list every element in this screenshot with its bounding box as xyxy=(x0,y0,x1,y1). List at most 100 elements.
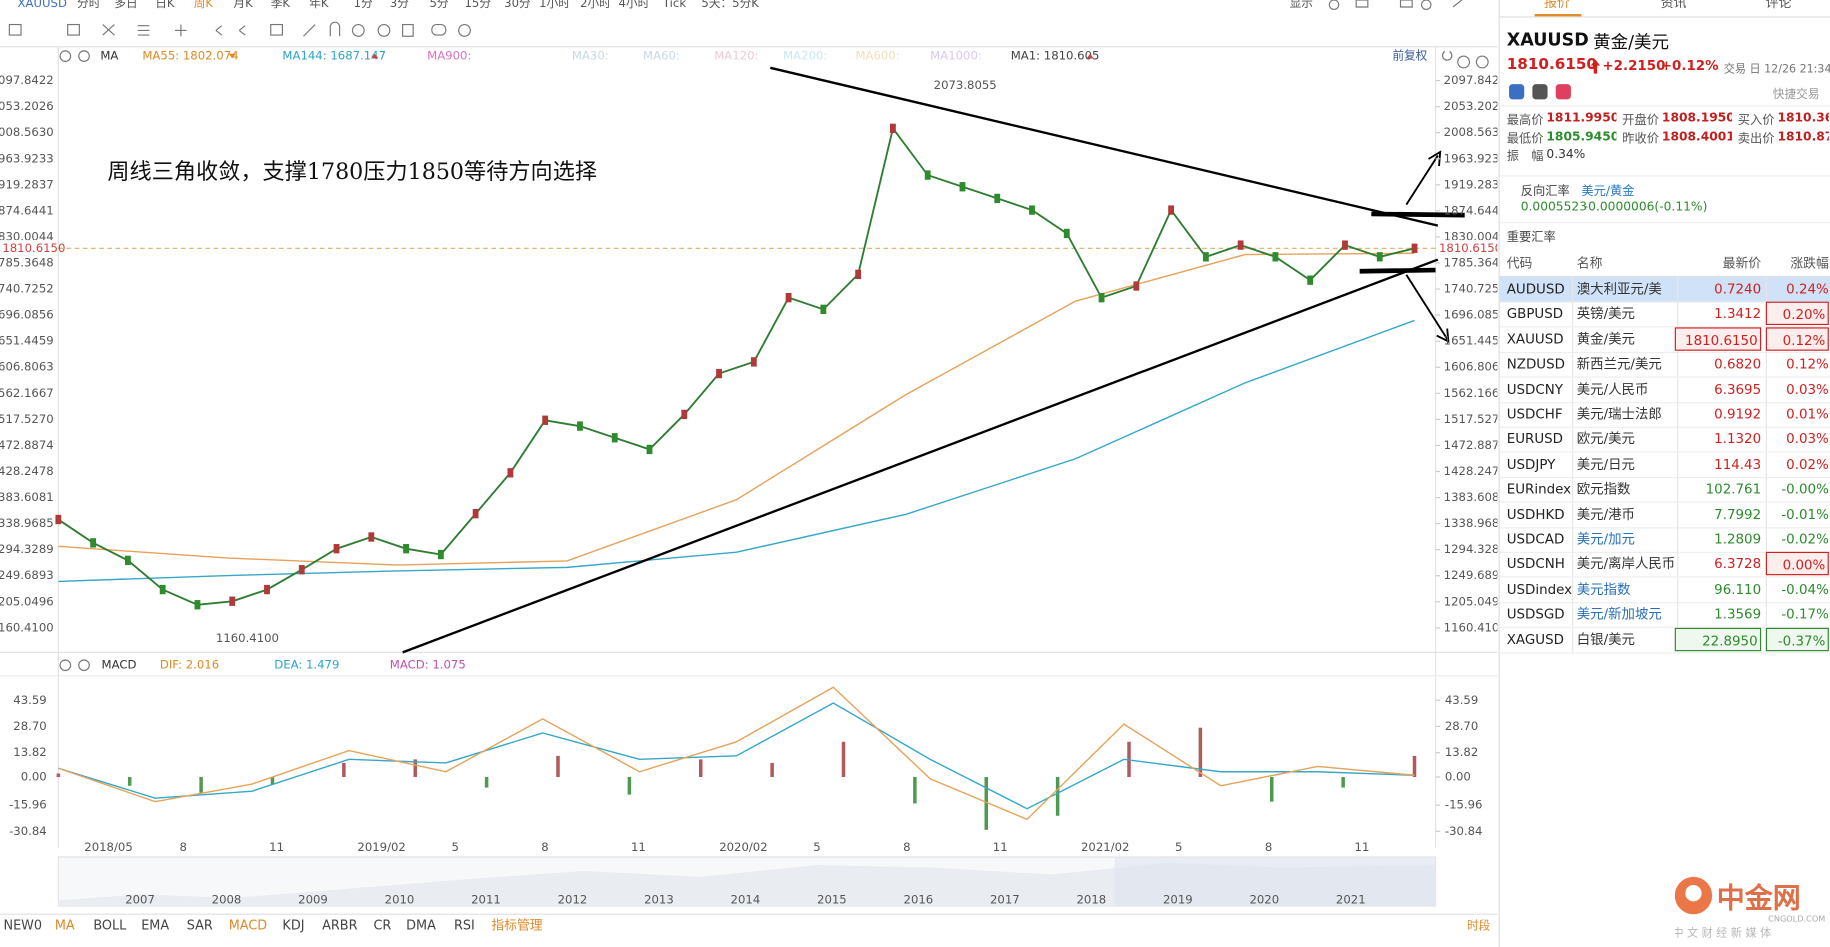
icon[interactable] xyxy=(102,24,115,36)
symbol[interactable]: XAUUSD xyxy=(18,0,67,10)
table-cell[interactable]: 0.12% xyxy=(1765,327,1829,351)
table-cell[interactable]: 6.3695 xyxy=(1714,380,1762,398)
table-cell[interactable]: 0.20% xyxy=(1765,302,1829,326)
period-tab[interactable]: 30分 xyxy=(504,0,531,10)
icon[interactable] xyxy=(270,23,284,36)
period-tab[interactable]: 3分 xyxy=(390,0,409,10)
table-cell[interactable]: USDHKD xyxy=(1506,505,1565,523)
indicator-tab[interactable]: RSI xyxy=(454,918,475,933)
icon[interactable] xyxy=(1509,84,1525,100)
period-tab[interactable]: Tick xyxy=(662,0,686,10)
table-cell[interactable]: USDJPY xyxy=(1506,455,1556,473)
period-tab[interactable]: 月K xyxy=(233,0,253,10)
icon[interactable] xyxy=(458,23,471,37)
navigator-window[interactable] xyxy=(1114,856,1436,907)
table-cell[interactable]: -0.01% xyxy=(1781,505,1829,523)
table-cell[interactable]: 0.9192 xyxy=(1714,405,1762,423)
indicator-tab[interactable]: NEW0 xyxy=(4,918,43,933)
table-cell[interactable]: 0.03% xyxy=(1786,430,1829,448)
indicator-tab[interactable]: 指标管理 xyxy=(491,918,542,933)
icon[interactable] xyxy=(1441,50,1489,69)
indicator-tab[interactable]: BOLL xyxy=(93,918,127,933)
table-cell[interactable]: 欧元/美元 xyxy=(1576,430,1635,448)
restore-button[interactable]: 前复权 xyxy=(1392,49,1427,63)
icon[interactable] xyxy=(175,24,187,37)
icon[interactable] xyxy=(402,23,414,37)
table-cell[interactable]: AUDUSD xyxy=(1506,280,1565,297)
table-cell[interactable]: 美元/日元 xyxy=(1576,455,1635,473)
period-tab[interactable]: 周K xyxy=(194,0,214,10)
table-cell[interactable]: 新西兰元/美元 xyxy=(1576,355,1662,373)
table-cell[interactable]: EURUSD xyxy=(1506,430,1564,448)
table-cell[interactable]: 0.6820 xyxy=(1714,355,1762,373)
table-cell[interactable]: 114.43 xyxy=(1714,455,1762,473)
icon[interactable] xyxy=(67,23,80,36)
panel-tab[interactable]: 资讯 xyxy=(1660,0,1687,11)
table-cell[interactable]: 0.12% xyxy=(1786,355,1829,373)
table-cell[interactable]: -0.02% xyxy=(1781,530,1829,548)
table-cell[interactable]: 6.3728 xyxy=(1714,555,1762,573)
icon[interactable] xyxy=(1532,84,1548,100)
indicator-tab[interactable]: EMA xyxy=(141,918,169,933)
display-menu[interactable]: 显示 xyxy=(1290,0,1313,10)
table-cell[interactable]: 美元/新加坡元 xyxy=(1576,605,1662,623)
icon[interactable] xyxy=(303,21,341,37)
table-cell[interactable]: 澳大利亚元/美 xyxy=(1576,280,1662,297)
table-cell[interactable]: -0.37% xyxy=(1765,627,1829,651)
icon[interactable] xyxy=(431,23,447,36)
table-cell[interactable]: USDSGD xyxy=(1506,605,1565,623)
table-cell[interactable]: 欧元指数 xyxy=(1576,480,1631,498)
icon[interactable] xyxy=(59,659,72,672)
table-cell[interactable]: -0.04% xyxy=(1781,580,1829,598)
indicator-tab[interactable]: MACD xyxy=(229,918,268,933)
indicator-tab[interactable]: SAR xyxy=(187,918,213,933)
period-tab[interactable]: 分时 xyxy=(77,0,101,10)
table-cell[interactable]: XAGUSD xyxy=(1506,630,1564,648)
table-cell[interactable]: GBPUSD xyxy=(1506,305,1564,322)
period-tab[interactable]: 15分 xyxy=(465,0,492,10)
table-cell[interactable]: 0.02% xyxy=(1786,455,1829,473)
table-cell[interactable]: USDCHF xyxy=(1506,405,1563,423)
table-cell[interactable]: 黄金/美元 xyxy=(1576,330,1635,347)
table-cell[interactable]: -0.17% xyxy=(1781,605,1829,623)
indicator-tab[interactable]: KDJ xyxy=(282,918,304,933)
icon[interactable] xyxy=(8,23,22,36)
table-cell[interactable]: 美元/瑞士法郎 xyxy=(1576,405,1662,423)
icon[interactable] xyxy=(351,23,365,37)
table-cell[interactable]: 1.1320 xyxy=(1714,430,1762,448)
table-cell[interactable]: 美元/人民币 xyxy=(1576,380,1649,398)
table-cell[interactable]: 0.7240 xyxy=(1714,280,1762,297)
table-cell[interactable]: 1.3569 xyxy=(1714,605,1762,623)
period-tab[interactable]: 4小时 xyxy=(619,0,650,10)
table-cell[interactable]: -0.00% xyxy=(1781,480,1829,498)
icon[interactable] xyxy=(78,659,90,672)
period-tab[interactable]: 1小时 xyxy=(539,0,570,10)
table-cell[interactable]: USDCNY xyxy=(1506,380,1564,398)
table-cell[interactable]: 0.01% xyxy=(1786,405,1829,423)
icon[interactable] xyxy=(1555,84,1571,100)
table-cell[interactable]: USDindex xyxy=(1506,580,1573,598)
panel-tab[interactable]: 评论 xyxy=(1765,0,1792,11)
table-cell[interactable]: 1.2809 xyxy=(1714,530,1762,548)
table-cell[interactable]: USDCAD xyxy=(1506,530,1565,548)
table-cell[interactable]: 0.03% xyxy=(1786,380,1829,398)
table-cell[interactable]: 22.8950 xyxy=(1674,627,1762,651)
table-cell[interactable]: 英镑/美元 xyxy=(1576,305,1635,322)
period-tab[interactable]: 多日 xyxy=(114,0,137,10)
period-tab[interactable]: 日K xyxy=(155,0,175,10)
table-cell[interactable]: USDCNH xyxy=(1506,555,1565,573)
table-cell[interactable]: 美元/港币 xyxy=(1576,505,1635,523)
indicator-tab[interactable]: CR xyxy=(373,918,391,933)
table-cell[interactable]: 美元/加元 xyxy=(1576,530,1635,548)
table-cell[interactable]: XAUUSD xyxy=(1506,330,1564,347)
period-tab[interactable]: 5分 xyxy=(429,0,448,10)
period-button[interactable]: 时段 xyxy=(1467,918,1491,932)
table-cell[interactable]: 美元指数 xyxy=(1576,580,1631,598)
panel-tab[interactable]: 报价 xyxy=(1544,0,1570,11)
table-cell[interactable]: 102.761 xyxy=(1705,480,1762,498)
icon[interactable] xyxy=(59,50,72,62)
indicator-tab[interactable]: DMA xyxy=(406,918,436,933)
icon[interactable] xyxy=(377,23,391,37)
period-tab[interactable]: 季K xyxy=(271,0,291,10)
period-tab[interactable]: 年K xyxy=(309,0,329,10)
